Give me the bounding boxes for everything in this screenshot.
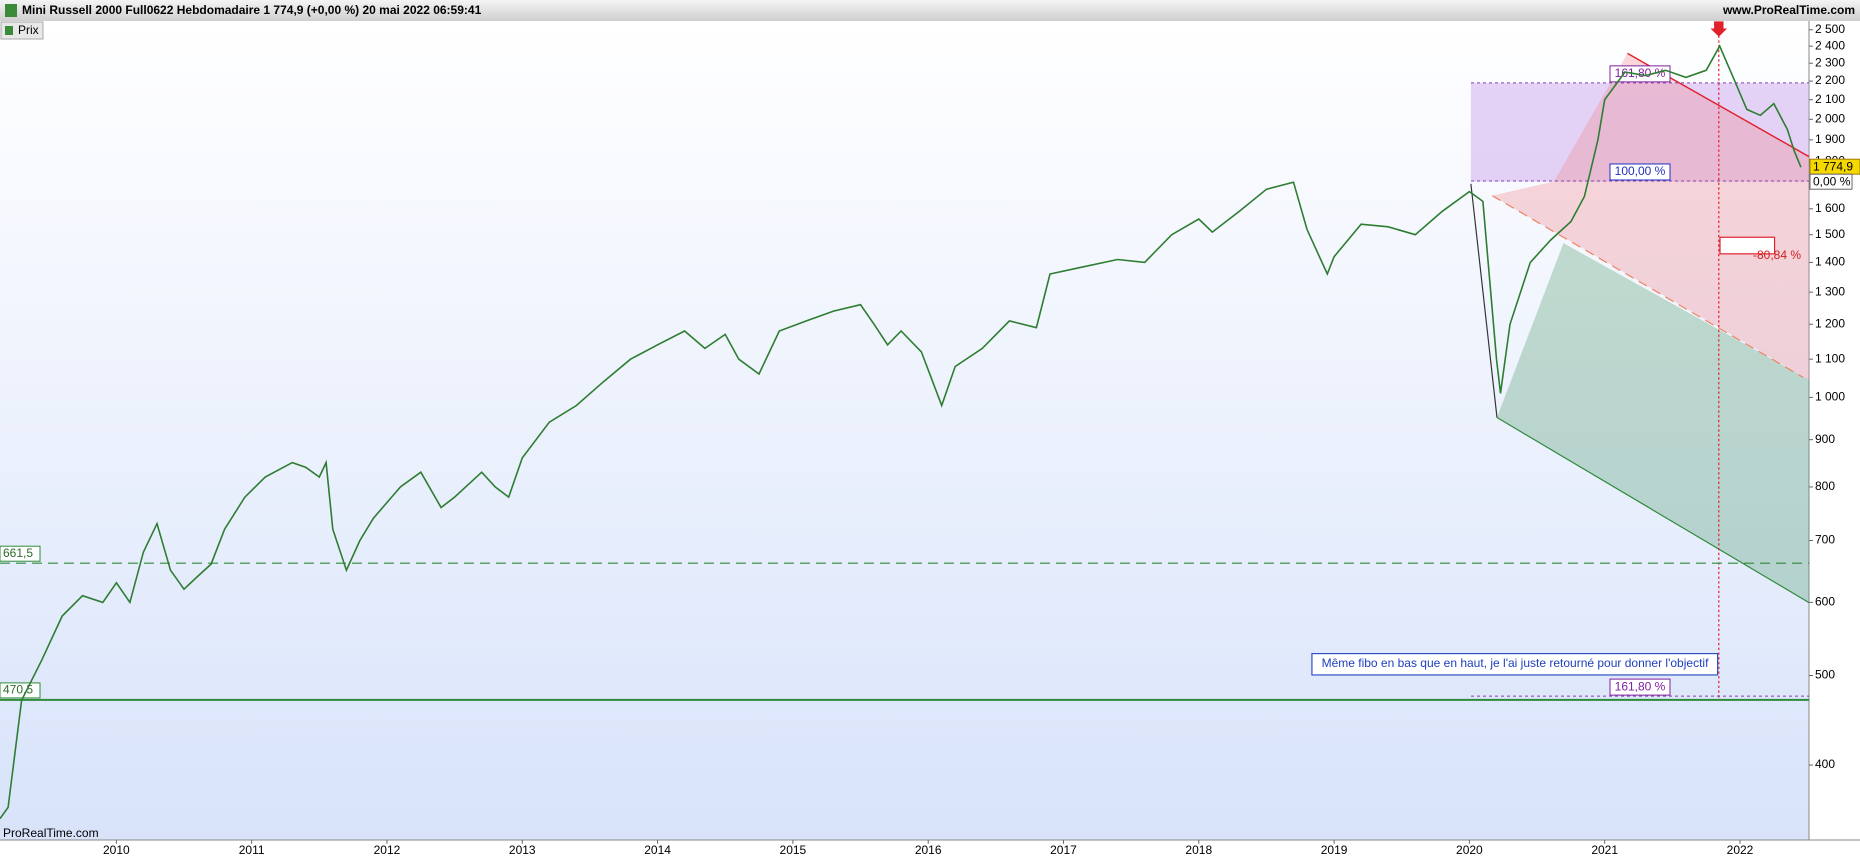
y-tick-label: 1 900 bbox=[1815, 132, 1845, 146]
header-title: Mini Russell 2000 Full0622 Hebdomadaire … bbox=[22, 3, 482, 17]
price-line bbox=[0, 44, 1802, 820]
y-tick-label: 600 bbox=[1815, 595, 1835, 609]
level-label-box bbox=[0, 682, 41, 699]
fibo-label: 161,80 % bbox=[1615, 679, 1666, 693]
label-box bbox=[1719, 236, 1776, 255]
zero-box bbox=[1809, 173, 1853, 190]
x-tick-label: 2010 bbox=[103, 843, 130, 857]
y-tick-label: 800 bbox=[1815, 479, 1835, 493]
fibo-label-box bbox=[1609, 678, 1671, 696]
y-tick-label: 1 200 bbox=[1815, 316, 1845, 330]
axis-bg bbox=[1809, 21, 1860, 840]
x-tick-label: 2015 bbox=[780, 843, 807, 857]
x-tick-label: 2022 bbox=[1727, 843, 1754, 857]
fibo-label: 161,80 % bbox=[1615, 66, 1666, 80]
watermark: ProRealTime.com bbox=[3, 826, 99, 840]
level-label-box bbox=[0, 545, 41, 562]
x-tick-label: 2019 bbox=[1321, 843, 1348, 857]
x-tick-label: 2011 bbox=[239, 843, 265, 857]
arrow bbox=[1710, 21, 1728, 37]
header-site: www.ProRealTime.com bbox=[1722, 3, 1855, 17]
y-tick-label: 1 100 bbox=[1815, 351, 1845, 365]
y-tick-label: 2 300 bbox=[1815, 55, 1845, 69]
x-tick-label: 2017 bbox=[1050, 843, 1077, 857]
x-tick-label: 2012 bbox=[374, 843, 401, 857]
y-tick-label: 2 200 bbox=[1815, 73, 1845, 87]
y-tick-label: 1 300 bbox=[1815, 284, 1845, 298]
y-tick-label: 1 400 bbox=[1815, 255, 1845, 269]
trend-line bbox=[1491, 195, 1804, 378]
y-tick-label: 2 100 bbox=[1815, 92, 1845, 106]
y-tick-label: 400 bbox=[1815, 757, 1835, 771]
trend-line bbox=[1496, 417, 1810, 604]
y-tick-label: 900 bbox=[1815, 432, 1835, 446]
legend-entry: Prix bbox=[18, 23, 39, 37]
x-tick-label: 2013 bbox=[509, 843, 536, 857]
fibo-zone bbox=[1492, 53, 1809, 380]
y-tick-label: 1 000 bbox=[1815, 390, 1845, 404]
icon bbox=[5, 4, 17, 17]
fibo-zone bbox=[1496, 243, 1809, 603]
plot-bg bbox=[0, 21, 1809, 840]
x-tick-label: 2021 bbox=[1591, 843, 1618, 857]
y-tick-label: 1 600 bbox=[1815, 201, 1845, 215]
retracement-label: -80,84 % bbox=[1753, 248, 1801, 262]
y-tick-label: 500 bbox=[1815, 668, 1835, 682]
x-tick-label: 2020 bbox=[1456, 843, 1483, 857]
fibo-label: 100,00 % bbox=[1615, 164, 1666, 178]
x-tick-label: 2016 bbox=[915, 843, 942, 857]
level-label: 661,5 bbox=[3, 546, 33, 560]
trend-line bbox=[1470, 183, 1498, 418]
x-tick-label: 2014 bbox=[644, 843, 671, 857]
annotation: Même fibo en bas que en haut, je l'ai ju… bbox=[1322, 656, 1709, 670]
y-tick-label: 2 000 bbox=[1815, 111, 1845, 125]
x-tick-label: 2018 bbox=[1185, 843, 1212, 857]
fibo-label-box bbox=[1609, 163, 1671, 181]
y-tick-label: 2 400 bbox=[1815, 38, 1845, 52]
annotation-box bbox=[1311, 653, 1719, 676]
y-tick-label: 1 500 bbox=[1815, 227, 1845, 241]
y-tick-label: 700 bbox=[1815, 533, 1835, 547]
header-bar bbox=[0, 0, 1860, 21]
zero-label: 0,00 % bbox=[1813, 174, 1851, 188]
last-price-label: 1 774,9 bbox=[1813, 159, 1853, 173]
legend-swatch bbox=[5, 26, 13, 35]
y-tick-label: 2 500 bbox=[1815, 22, 1845, 36]
